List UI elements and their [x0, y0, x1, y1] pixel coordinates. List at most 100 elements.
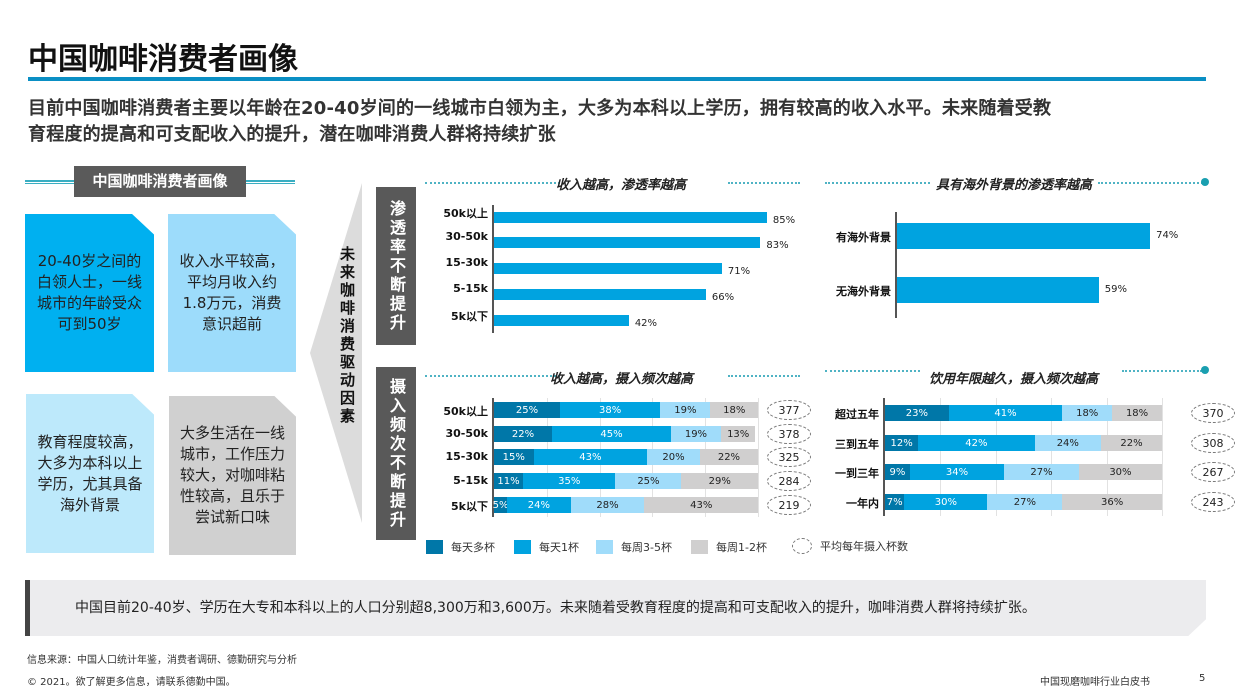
stacked-segment: 34%	[909, 464, 1005, 480]
category-label: 一到三年	[835, 467, 879, 480]
annual-cups-badge: 325	[767, 447, 811, 467]
conclusion-text: 中国目前20-40岁、学历在大专和本科以上的人口分别超8,300万和3,600万…	[75, 600, 1036, 616]
gridline	[758, 398, 759, 517]
bar	[494, 314, 629, 326]
bar	[897, 277, 1099, 303]
stacked-segment: 35%	[523, 473, 616, 489]
value-label: 85%	[772, 215, 796, 226]
category-label: 一年内	[846, 497, 879, 510]
legend-annual-cups: 平均每年摄入杯数	[792, 538, 908, 554]
dotted-line	[425, 375, 560, 377]
value-label: 42%	[634, 318, 658, 329]
stacked-segment: 43%	[533, 449, 648, 465]
legend-label: 每周1-2杯	[716, 541, 767, 554]
category-label: 超过五年	[835, 408, 879, 421]
gridline	[1051, 398, 1053, 516]
card-income: 收入水平较高，平均月收入约1.8万元，消费意识超前	[168, 214, 296, 372]
stacked-segment: 22%	[699, 449, 758, 465]
bar	[897, 223, 1151, 249]
legend-daily-multi: 每天多杯	[426, 539, 495, 555]
legend-swatch	[691, 540, 708, 554]
bar	[494, 262, 722, 274]
penetration-label: 渗透率不断提升	[376, 187, 416, 345]
stacked-segment: 13%	[721, 426, 756, 442]
category-label: 5k以下	[451, 500, 488, 513]
legend-label: 每天多杯	[451, 541, 495, 554]
stacked-segment: 25%	[615, 473, 682, 489]
dotted-line	[425, 182, 560, 184]
stacked-segment: 11%	[494, 473, 524, 489]
value-label: 59%	[1104, 284, 1127, 295]
dotted-line	[825, 370, 920, 372]
stacked-segment: 23%	[885, 405, 949, 421]
chart1-title: 收入越高，渗透率越高	[556, 178, 687, 193]
subtitle-line-1: 目前中国咖啡消费者主要以年龄在20-40岁间的一线城市白领为主，大多为本科以上学…	[28, 98, 1052, 119]
stacked-segment: 18%	[1062, 405, 1113, 421]
page-number: 5	[1199, 673, 1206, 684]
value-label: 83%	[766, 240, 789, 251]
stacked-segment: 41%	[948, 405, 1063, 421]
bar	[494, 288, 706, 300]
stacked-segment: 24%	[507, 497, 571, 513]
annual-cups-badge: 370	[1191, 403, 1235, 423]
stacked-segment: 42%	[918, 435, 1035, 451]
gridline	[1106, 398, 1108, 516]
bar	[494, 211, 767, 223]
legend-weekly-1-2: 每周1-2杯	[691, 539, 767, 555]
stacked-segment: 30%	[904, 494, 988, 510]
category-label: 15-30k	[445, 256, 489, 269]
legend-swatch	[596, 540, 613, 554]
category-label: 无海外背景	[836, 285, 891, 298]
chart4-title: 饮用年限越久，摄入频次越高	[929, 372, 1099, 387]
gridline	[1162, 398, 1163, 516]
stacked-segment: 12%	[885, 435, 919, 451]
title-divider	[28, 77, 1206, 81]
chart-axis	[492, 398, 494, 517]
stacked-segment: 19%	[670, 426, 722, 442]
penetration-label-text: 渗透率不断提升	[387, 199, 406, 333]
stacked-segment: 20%	[647, 449, 700, 465]
subtitle-line-2: 育程度的提高和可支配收入的提升，潜在咖啡消费人群将持续扩张	[28, 124, 556, 145]
bar	[494, 236, 761, 248]
stacked-segment: 19%	[660, 402, 711, 418]
category-label: 30-50k	[445, 427, 489, 440]
doc-title: 中国现磨咖啡行业白皮书	[1040, 677, 1150, 688]
value-label: 74%	[1156, 230, 1179, 241]
category-label: 5-15k	[453, 474, 488, 487]
legend-label: 每天1杯	[539, 541, 579, 554]
dot-marker	[1201, 178, 1209, 186]
stacked-segment: 15%	[494, 449, 534, 465]
chart2-title: 具有海外背景的渗透率越高	[936, 178, 1093, 193]
source-note: 信息来源：中国人口统计年鉴，消费者调研、德勤研究与分析	[27, 655, 297, 666]
stacked-segment: 29%	[681, 473, 758, 489]
stacked-segment: 43%	[644, 497, 758, 513]
stacked-segment: 22%	[494, 426, 553, 442]
chart-axis	[883, 398, 885, 516]
legend-swatch	[514, 540, 531, 554]
annual-cups-badge: 308	[1191, 433, 1235, 453]
stacked-segment: 38%	[560, 402, 661, 418]
chart-axis	[492, 205, 494, 333]
annual-cups-badge: 284	[767, 471, 811, 491]
stacked-segment: 24%	[1034, 435, 1102, 451]
card-age: 20-40岁之间的白领人士，一线城市的年龄受众可到50岁	[25, 214, 154, 372]
chart-axis	[895, 212, 897, 318]
annual-cups-badge: 219	[767, 495, 811, 515]
dot-marker	[1201, 366, 1209, 374]
stacked-segment: 27%	[987, 494, 1063, 510]
frequency-label-text: 摄入频次不断提升	[387, 377, 406, 530]
profile-header: 中国咖啡消费者画像	[74, 166, 246, 197]
stacked-segment: 5%	[493, 497, 509, 513]
page-title: 中国咖啡消费者画像	[28, 42, 298, 77]
category-label: 5-15k	[453, 282, 488, 295]
dotted-line	[728, 182, 800, 184]
annual-cups-badge: 377	[767, 400, 811, 420]
frequency-label: 摄入频次不断提升	[376, 367, 416, 540]
gridline	[940, 398, 942, 516]
copyright: © 2021。欲了解更多信息，请联系德勤中国。	[27, 677, 236, 688]
value-label: 66%	[711, 292, 735, 303]
legend-circle-icon	[792, 538, 812, 554]
stacked-segment: 18%	[1112, 405, 1162, 421]
category-label: 5k以下	[451, 310, 488, 323]
chart3-title: 收入越高，摄入频次越高	[550, 372, 694, 387]
